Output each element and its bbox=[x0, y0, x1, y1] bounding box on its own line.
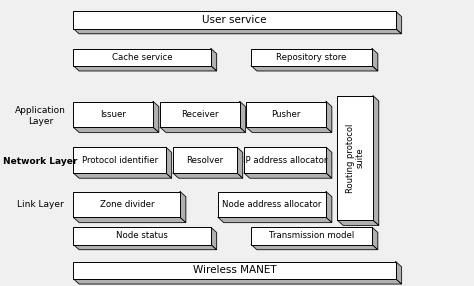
FancyBboxPatch shape bbox=[73, 11, 396, 29]
Text: Application
Layer: Application Layer bbox=[15, 106, 66, 126]
FancyBboxPatch shape bbox=[218, 192, 326, 217]
Polygon shape bbox=[180, 192, 186, 223]
Polygon shape bbox=[211, 49, 217, 71]
FancyBboxPatch shape bbox=[160, 102, 240, 127]
Polygon shape bbox=[326, 147, 332, 178]
Polygon shape bbox=[237, 147, 243, 178]
FancyBboxPatch shape bbox=[251, 227, 372, 245]
Polygon shape bbox=[326, 102, 332, 132]
FancyBboxPatch shape bbox=[73, 49, 211, 66]
FancyBboxPatch shape bbox=[73, 227, 211, 245]
Polygon shape bbox=[73, 29, 401, 34]
Text: User service: User service bbox=[202, 15, 267, 25]
Text: Node status: Node status bbox=[116, 231, 168, 241]
FancyBboxPatch shape bbox=[73, 147, 166, 173]
Polygon shape bbox=[372, 49, 378, 71]
Polygon shape bbox=[73, 245, 217, 250]
FancyBboxPatch shape bbox=[73, 102, 153, 127]
Polygon shape bbox=[337, 220, 379, 225]
Polygon shape bbox=[173, 173, 243, 178]
FancyBboxPatch shape bbox=[173, 147, 237, 173]
Text: Node address allocator: Node address allocator bbox=[222, 200, 322, 209]
Polygon shape bbox=[160, 127, 246, 132]
Polygon shape bbox=[326, 192, 332, 223]
Text: Link Layer: Link Layer bbox=[17, 200, 64, 209]
Polygon shape bbox=[396, 11, 401, 34]
Polygon shape bbox=[373, 96, 379, 225]
Text: Repository store: Repository store bbox=[276, 53, 347, 62]
Text: Wireless MANET: Wireless MANET bbox=[193, 265, 276, 275]
Polygon shape bbox=[240, 102, 246, 132]
Polygon shape bbox=[73, 127, 159, 132]
Polygon shape bbox=[251, 66, 378, 71]
FancyBboxPatch shape bbox=[244, 147, 326, 173]
Text: Network Layer: Network Layer bbox=[3, 157, 77, 166]
Polygon shape bbox=[211, 227, 217, 250]
FancyBboxPatch shape bbox=[246, 102, 326, 127]
Polygon shape bbox=[218, 217, 332, 223]
Text: Zone divider: Zone divider bbox=[100, 200, 154, 209]
Text: Receiver: Receiver bbox=[181, 110, 219, 119]
Text: Issuer: Issuer bbox=[100, 110, 126, 119]
Text: Pusher: Pusher bbox=[272, 110, 301, 119]
FancyBboxPatch shape bbox=[73, 192, 180, 217]
Text: Cache service: Cache service bbox=[112, 53, 173, 62]
Polygon shape bbox=[372, 227, 378, 250]
FancyBboxPatch shape bbox=[251, 49, 372, 66]
Polygon shape bbox=[73, 66, 217, 71]
Text: Resolver: Resolver bbox=[186, 156, 224, 165]
Polygon shape bbox=[246, 127, 332, 132]
Text: IP address allocator: IP address allocator bbox=[243, 156, 328, 165]
Polygon shape bbox=[153, 102, 159, 132]
Polygon shape bbox=[73, 173, 172, 178]
Text: Transmission model: Transmission model bbox=[269, 231, 354, 241]
FancyBboxPatch shape bbox=[73, 262, 396, 279]
Polygon shape bbox=[73, 279, 401, 284]
Polygon shape bbox=[244, 173, 332, 178]
Polygon shape bbox=[166, 147, 172, 178]
Text: Routing protocol
suite: Routing protocol suite bbox=[346, 123, 365, 193]
Polygon shape bbox=[73, 217, 186, 223]
Polygon shape bbox=[251, 245, 378, 250]
Polygon shape bbox=[396, 262, 401, 284]
FancyBboxPatch shape bbox=[337, 96, 373, 220]
Text: Protocol identifier: Protocol identifier bbox=[82, 156, 158, 165]
